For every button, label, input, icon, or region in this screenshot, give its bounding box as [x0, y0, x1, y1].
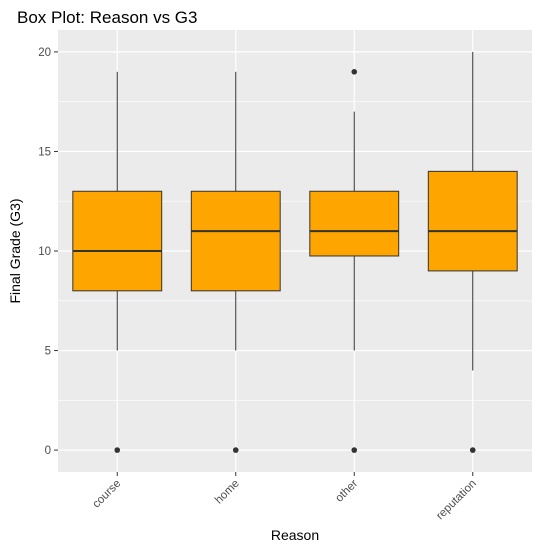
y-axis: 0 5 10 15 20 [38, 47, 58, 457]
x-tick-label-other: other [333, 478, 360, 505]
y-tick-label: 0 [45, 445, 51, 457]
x-tick-label-course: course [90, 478, 123, 511]
x-axis-title: Reason [271, 527, 319, 543]
outlier-point [469, 447, 476, 453]
x-tick-label-home: home [213, 478, 242, 507]
y-tick-label: 5 [45, 346, 51, 358]
box-other [309, 69, 400, 453]
y-tick-label: 10 [38, 246, 51, 258]
outlier-point [351, 69, 358, 75]
outlier-point [351, 447, 358, 453]
chart-title: Box Plot: Reason vs G3 [17, 8, 197, 27]
y-tick-label: 20 [38, 47, 51, 59]
box-iqr [72, 190, 163, 292]
x-axis: course home other reputation [90, 472, 479, 523]
box-course [72, 71, 163, 453]
box-home [190, 71, 281, 453]
box-iqr [427, 170, 518, 272]
y-tick-label: 15 [38, 146, 51, 158]
y-axis-title: Final Grade (G3) [7, 198, 23, 303]
box-reputation [427, 51, 518, 453]
box-iqr [309, 190, 400, 257]
box-iqr [190, 190, 281, 292]
x-tick-label-reputation: reputation [434, 478, 479, 523]
boxes [72, 51, 518, 453]
outlier-point [114, 447, 121, 453]
outlier-point [232, 447, 239, 453]
